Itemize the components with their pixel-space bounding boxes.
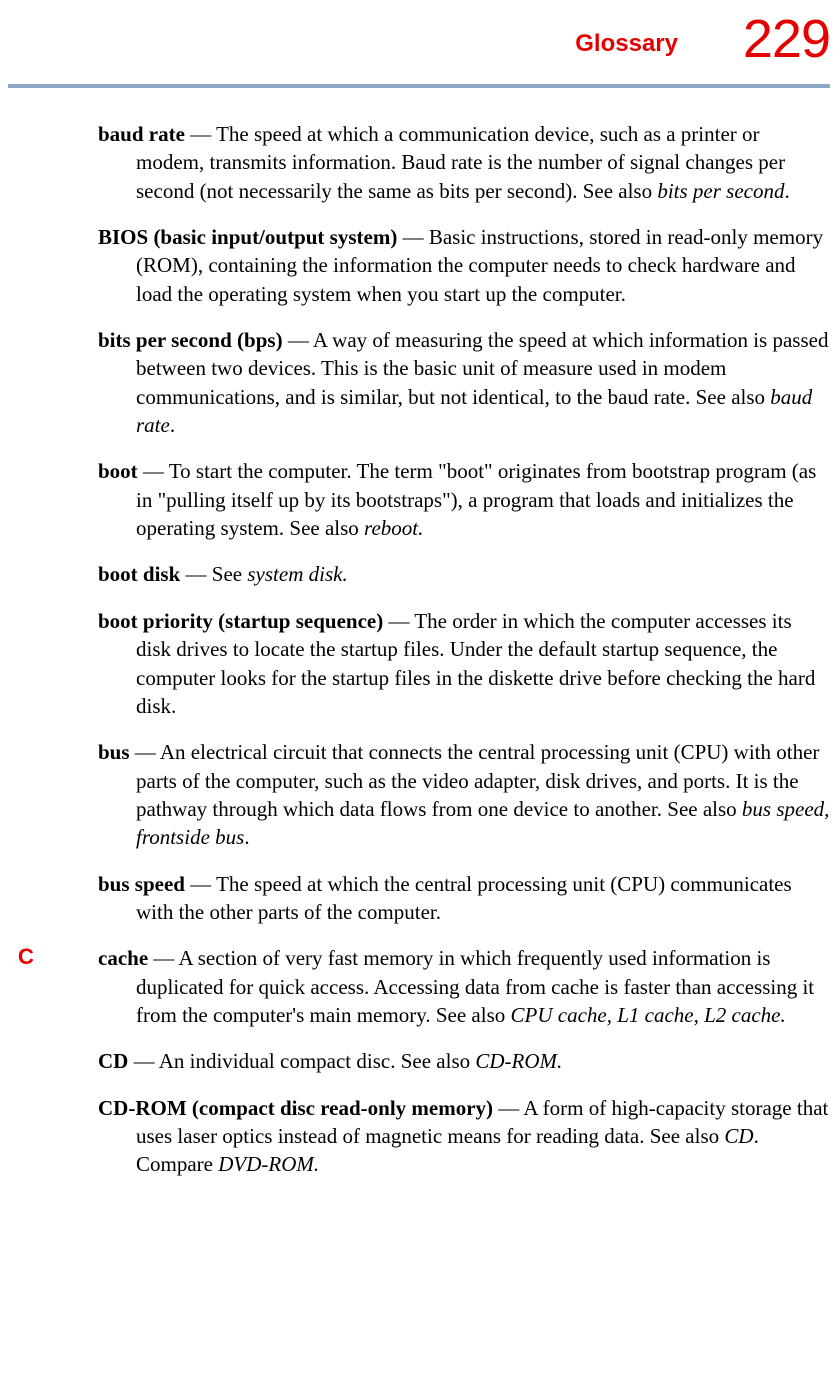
entry-text: CD-ROM (compact disc read-only memory) —… bbox=[98, 1094, 830, 1179]
section-letter: C bbox=[18, 944, 34, 970]
entry-text: boot — To start the computer. The term "… bbox=[98, 457, 830, 542]
tail: . bbox=[244, 825, 249, 849]
sep: — bbox=[185, 122, 216, 146]
term: cache bbox=[98, 946, 148, 970]
entry-text: baud rate — The speed at which a communi… bbox=[98, 120, 830, 205]
glossary-entry: CD-ROM (compact disc read-only memory) —… bbox=[20, 1094, 830, 1179]
cross-ref: CPU cache, L1 cache, L2 cache. bbox=[511, 1003, 786, 1027]
cross-ref: system disk. bbox=[247, 562, 347, 586]
sep: — bbox=[283, 328, 313, 352]
glossary-content: baud rate — The speed at which a communi… bbox=[0, 90, 838, 1179]
entry-text: bits per second (bps) — A way of measuri… bbox=[98, 326, 830, 439]
cross-ref: frontside bus bbox=[136, 825, 244, 849]
sep: — bbox=[493, 1096, 523, 1120]
glossary-entry: bus — An electrical circuit that connect… bbox=[20, 738, 830, 851]
cross-ref: bits per second bbox=[657, 179, 784, 203]
entry-text: BIOS (basic input/output system) — Basic… bbox=[98, 223, 830, 308]
glossary-entry: CD — An individual compact disc. See als… bbox=[20, 1047, 830, 1075]
sep: — bbox=[148, 946, 178, 970]
section-title: Glossary bbox=[575, 30, 678, 58]
term: CD-ROM (compact disc read-only memory) bbox=[98, 1096, 493, 1120]
tail: . bbox=[170, 413, 175, 437]
term: boot priority (startup sequence) bbox=[98, 609, 383, 633]
term: bus bbox=[98, 740, 130, 764]
sep: — bbox=[138, 459, 169, 483]
definition: The speed at which the central processin… bbox=[136, 872, 792, 924]
cross-ref: DVD-ROM. bbox=[218, 1152, 319, 1176]
glossary-entry: boot — To start the computer. The term "… bbox=[20, 457, 830, 542]
glossary-entry: bus speed — The speed at which the centr… bbox=[20, 870, 830, 927]
definition: An electrical circuit that connects the … bbox=[136, 740, 819, 821]
cross-ref: bus speed bbox=[742, 797, 824, 821]
definition: An individual compact disc. See also bbox=[159, 1049, 476, 1073]
sep: — bbox=[180, 562, 212, 586]
entry-text: bus — An electrical circuit that connect… bbox=[98, 738, 830, 851]
entry-text: CD — An individual compact disc. See als… bbox=[98, 1047, 830, 1075]
sep: — bbox=[185, 872, 216, 896]
term: bus speed bbox=[98, 872, 185, 896]
glossary-entry: C cache — A section of very fast memory … bbox=[20, 944, 830, 1029]
term: boot bbox=[98, 459, 138, 483]
entry-text: boot priority (startup sequence) — The o… bbox=[98, 607, 830, 720]
glossary-entry: boot disk — See system disk. bbox=[20, 560, 830, 588]
mid: , bbox=[824, 797, 829, 821]
page-header: Glossary 229 bbox=[0, 0, 838, 90]
term: bits per second (bps) bbox=[98, 328, 283, 352]
glossary-entry: BIOS (basic input/output system) — Basic… bbox=[20, 223, 830, 308]
definition: To start the computer. The term "boot" o… bbox=[136, 459, 816, 540]
cross-ref: reboot. bbox=[364, 516, 423, 540]
term: baud rate bbox=[98, 122, 185, 146]
page-number: 229 bbox=[743, 8, 830, 70]
term: CD bbox=[98, 1049, 128, 1073]
definition: See bbox=[212, 562, 248, 586]
glossary-entry: baud rate — The speed at which a communi… bbox=[20, 120, 830, 205]
entry-text: bus speed — The speed at which the centr… bbox=[98, 870, 830, 927]
cross-ref: CD-ROM. bbox=[475, 1049, 562, 1073]
glossary-entry: boot priority (startup sequence) — The o… bbox=[20, 607, 830, 720]
term: BIOS (basic input/output system) bbox=[98, 225, 397, 249]
header-divider bbox=[8, 84, 830, 88]
term: boot disk bbox=[98, 562, 180, 586]
sep: — bbox=[128, 1049, 158, 1073]
sep: — bbox=[130, 740, 160, 764]
entry-text: cache — A section of very fast memory in… bbox=[98, 944, 830, 1029]
cross-ref: CD bbox=[724, 1124, 753, 1148]
sep: — bbox=[383, 609, 414, 633]
glossary-entry: bits per second (bps) — A way of measuri… bbox=[20, 326, 830, 439]
tail: . bbox=[785, 179, 790, 203]
entry-text: boot disk — See system disk. bbox=[98, 560, 830, 588]
sep: — bbox=[397, 225, 429, 249]
